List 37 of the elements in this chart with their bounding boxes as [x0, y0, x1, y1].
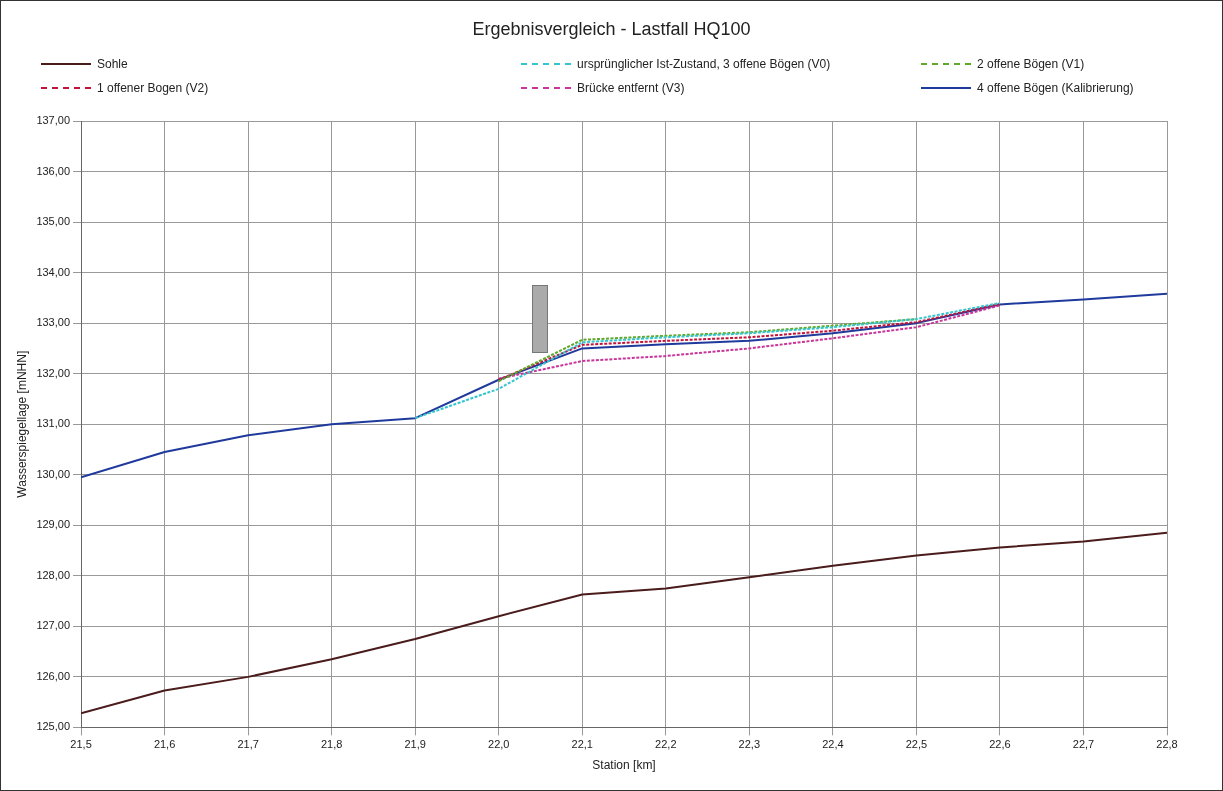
line-series — [414, 301, 1001, 420]
legend-label: 2 offene Bögen (V1) — [977, 57, 1085, 71]
x-tick-label: 22,2 — [655, 738, 677, 751]
legend-label: 4 offene Bögen (Kalibrierung) — [977, 81, 1134, 95]
x-tick-label: 21,6 — [153, 738, 176, 751]
x-tick-label: 22,8 — [1156, 738, 1178, 751]
y-tick-label: 133,00 — [36, 316, 71, 329]
y-tick-label: 134,00 — [36, 265, 71, 278]
y-tick-label: 130,00 — [36, 467, 71, 480]
y-tick-label: 128,00 — [36, 568, 71, 581]
y-tick-label: 136,00 — [36, 164, 71, 177]
legend-label: ursprünglicher Ist-Zustand, 3 offene Bögen (V0) — [577, 57, 831, 71]
x-tick-label: 22,6 — [989, 738, 1011, 751]
y-tick-label: 137,00 — [36, 114, 71, 127]
chart-title: Ergebnisvergleich - Lastfall HQ100 — [471, 19, 752, 40]
y-tick-label: 132,00 — [36, 366, 71, 379]
y-axis-title: Wasserspiegellage [mNHN] — [14, 350, 29, 498]
x-tick-label: 21,5 — [70, 738, 92, 751]
x-tick-label: 22,7 — [1072, 738, 1095, 751]
x-tick-label: 22,1 — [571, 738, 593, 751]
y-tick-label: 129,00 — [36, 518, 71, 531]
x-tick-label: 21,8 — [320, 738, 343, 751]
y-tick-label: 127,00 — [36, 619, 71, 632]
x-tick-label: 21,7 — [237, 738, 259, 751]
y-tick-label: 126,00 — [36, 669, 71, 682]
x-axis-title: Station [km] — [592, 758, 656, 773]
y-tick-label: 125,00 — [36, 720, 71, 733]
x-tick-label: 22,0 — [488, 738, 510, 751]
y-tick-label: 135,00 — [36, 215, 71, 228]
legend-label: 1 offener Bogen (V2) — [97, 81, 209, 95]
y-tick-label: 131,00 — [36, 417, 71, 430]
x-tick-label: 21,9 — [404, 738, 426, 751]
legend-label: Sohle — [97, 57, 128, 71]
x-tick-label: 22,5 — [905, 738, 928, 751]
legend-label: Brücke entfernt (V3) — [577, 81, 685, 95]
x-tick-label: 22,4 — [822, 738, 844, 751]
x-tick-label: 22,3 — [738, 738, 761, 751]
